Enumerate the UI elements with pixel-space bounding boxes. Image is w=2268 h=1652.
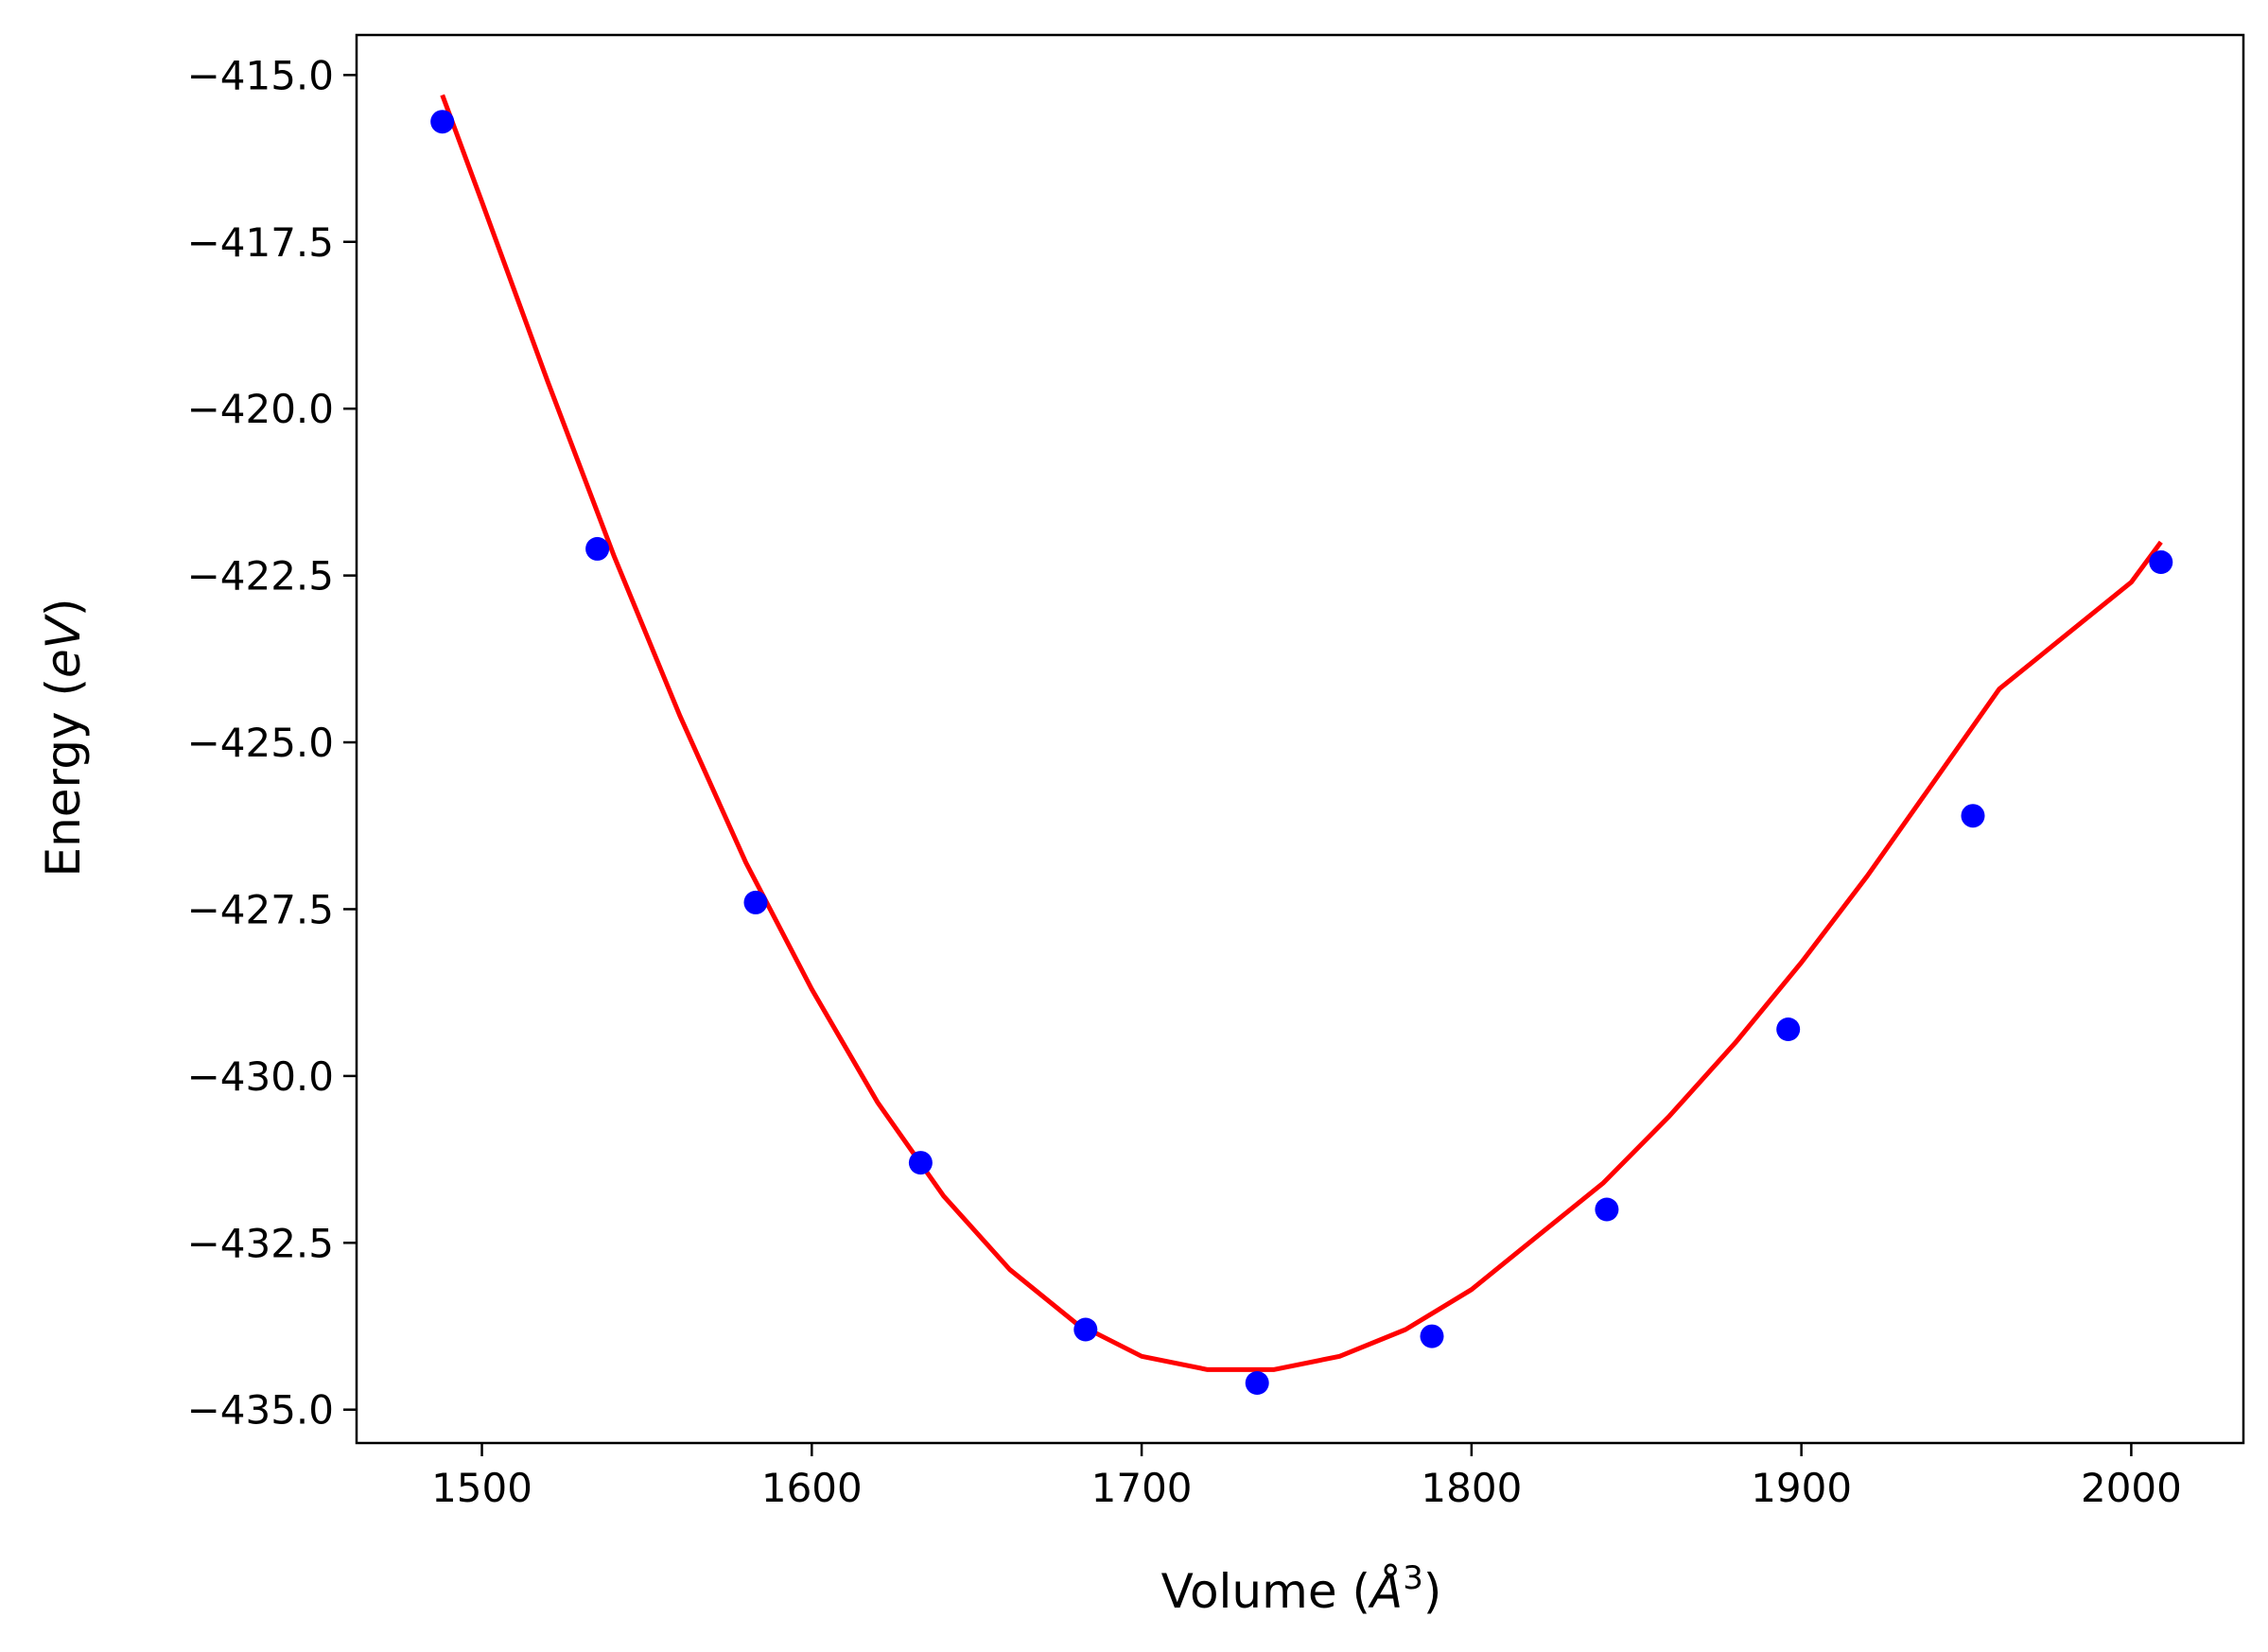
- y-tick-label: −430.0: [187, 1053, 334, 1100]
- data-point: [585, 536, 610, 561]
- plot-frame: [355, 33, 2245, 1445]
- y-tick-label: −415.0: [187, 52, 334, 98]
- x-tick-label: 1800: [1421, 1465, 1522, 1511]
- fit-curve: [440, 94, 2163, 1372]
- y-axis-label: Energy (eV): [36, 599, 91, 878]
- data-point: [1073, 1317, 1098, 1342]
- x-tick-label: 2000: [2081, 1465, 2182, 1511]
- y-axis-ticks: −415.0 −417.5 −420.0 −422.5 −425.0 −427.5 −430…: [187, 52, 357, 1434]
- data-point: [1420, 1324, 1444, 1348]
- y-tick-label: −417.5: [187, 219, 334, 266]
- data-point: [1595, 1197, 1619, 1222]
- y-tick-label: −422.5: [187, 553, 334, 600]
- data-point: [430, 110, 455, 134]
- x-axis-label-superscript: 3: [1403, 1559, 1423, 1597]
- y-tick-label: −427.5: [187, 886, 334, 932]
- data-point: [908, 1151, 933, 1175]
- x-axis-label-suffix: ): [1423, 1564, 1442, 1619]
- y-tick-label: −435.0: [187, 1387, 334, 1434]
- x-tick-label: 1600: [761, 1465, 863, 1511]
- data-point: [743, 890, 768, 914]
- x-axis-label: Volume (Å3): [1161, 1559, 1442, 1619]
- x-tick-label: 1900: [1751, 1465, 1852, 1511]
- series-layer: [430, 94, 2173, 1395]
- y-axis-label-unit: eV: [36, 613, 91, 678]
- y-axis-label-prefix: Energy (: [36, 678, 91, 877]
- y-tick-label: −425.0: [187, 720, 334, 766]
- data-point: [1245, 1371, 1269, 1395]
- data-point: [1961, 804, 1985, 828]
- y-tick-label: −420.0: [187, 386, 334, 432]
- data-point: [2149, 550, 2173, 574]
- x-axis-label-unit: Å: [1368, 1564, 1403, 1619]
- y-tick-label: −432.5: [187, 1220, 334, 1266]
- y-axis-label-suffix: ): [36, 599, 91, 617]
- x-axis-ticks: 1500 1600 1700 1800 1900 2000: [431, 1443, 2182, 1511]
- x-tick-label: 1500: [431, 1465, 532, 1511]
- data-point: [1776, 1017, 1801, 1041]
- x-axis-label-prefix: Volume (: [1161, 1564, 1370, 1619]
- plot-area: [357, 35, 2243, 1443]
- x-tick-label: 1700: [1091, 1465, 1193, 1511]
